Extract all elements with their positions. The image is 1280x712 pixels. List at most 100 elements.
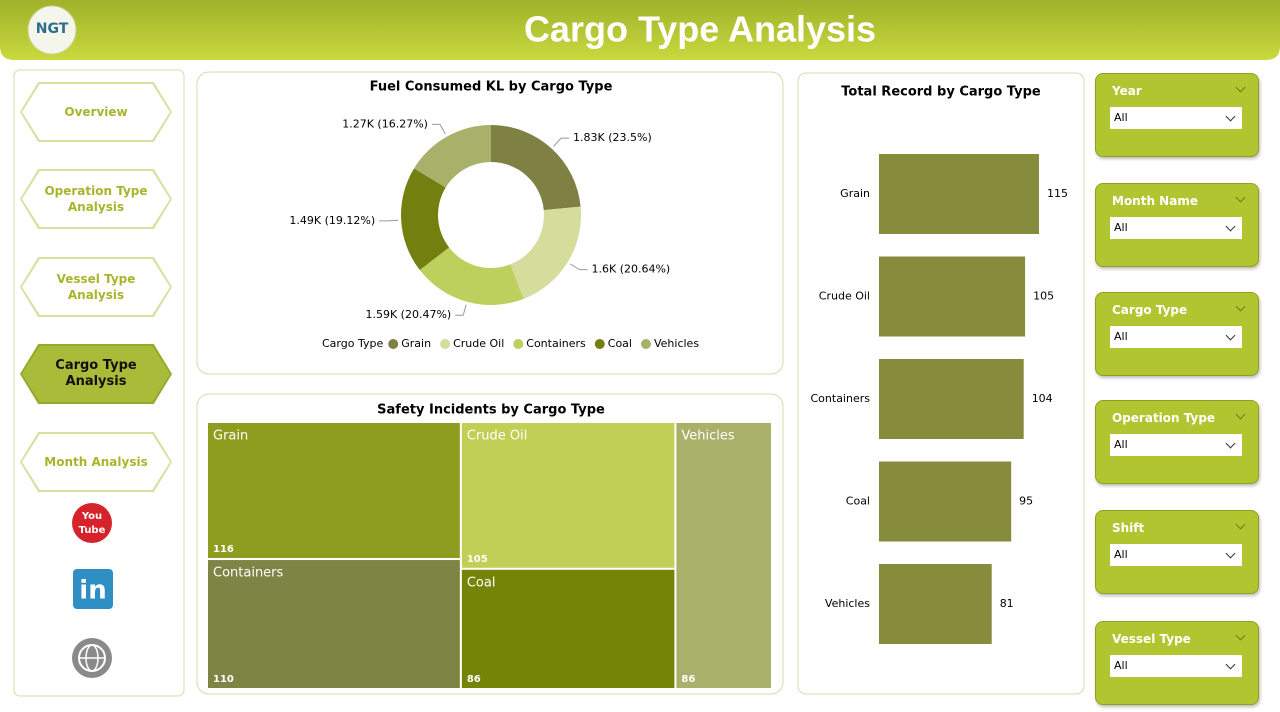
treemap-tile bbox=[461, 569, 675, 688]
treemap-tile bbox=[461, 423, 675, 568]
data-label: 95 bbox=[1019, 495, 1033, 508]
chart-title: Fuel Consumed KL by Cargo Type bbox=[370, 80, 613, 95]
data-label: 105 bbox=[1033, 290, 1054, 303]
slicer-chevron bbox=[1235, 301, 1246, 312]
nav-button[interactable]: Operation Type Analysis bbox=[20, 169, 172, 229]
youtube-icon[interactable] bbox=[72, 503, 112, 543]
slicer-chevron bbox=[1235, 519, 1246, 530]
slicer[interactable]: Month Name All bbox=[1095, 183, 1259, 267]
donut-slice bbox=[510, 206, 581, 299]
leader-line bbox=[431, 123, 446, 135]
donut-slice bbox=[419, 247, 524, 305]
bar bbox=[879, 256, 1026, 337]
bar bbox=[879, 564, 992, 644]
nav-button[interactable]: Month Analysis bbox=[20, 432, 172, 492]
data-label: 81 bbox=[1000, 597, 1014, 610]
dropdown[interactable]: All bbox=[1110, 217, 1242, 239]
data-label: 1.6K (20.64%) bbox=[591, 263, 670, 276]
legend-label: Grain bbox=[401, 337, 431, 350]
slicer[interactable]: Cargo Type All bbox=[1095, 292, 1259, 376]
tile-label: Grain bbox=[213, 429, 248, 444]
slicer-title: Year bbox=[1112, 84, 1142, 98]
header-bar bbox=[0, 0, 1280, 60]
legend-title: Cargo Type bbox=[322, 337, 383, 350]
slicer-chevron bbox=[1235, 409, 1246, 420]
panel bbox=[196, 71, 784, 375]
data-label: 1.49K (19.12%) bbox=[289, 214, 375, 227]
icon-text: You bbox=[81, 511, 102, 522]
page-title: Cargo Type Analysis bbox=[524, 9, 876, 50]
nav-button[interactable]: Vessel Type Analysis bbox=[20, 257, 172, 317]
logo-text: NGT bbox=[36, 21, 69, 37]
y-tick-label: Coal bbox=[846, 495, 870, 508]
chart-title: Total Record by Cargo Type bbox=[841, 85, 1041, 100]
y-tick-label: Grain bbox=[840, 187, 870, 200]
tile-label: Vehicles bbox=[681, 429, 734, 444]
nav-label: Overview bbox=[22, 84, 170, 140]
data-label: 105 bbox=[467, 554, 488, 565]
data-label: 110 bbox=[213, 674, 234, 685]
leader-line bbox=[455, 304, 467, 316]
donut-slice bbox=[491, 125, 581, 211]
leader-line bbox=[553, 137, 570, 147]
linkedin-icon[interactable] bbox=[73, 569, 113, 609]
slicer-title: Month Name bbox=[1112, 194, 1198, 208]
data-label: 104 bbox=[1032, 392, 1053, 405]
tile-label: Crude Oil bbox=[467, 429, 528, 444]
slicer[interactable]: Operation Type All bbox=[1095, 400, 1259, 484]
nav-button[interactable]: Cargo Type Analysis bbox=[20, 344, 172, 404]
donut-slice bbox=[414, 125, 491, 188]
legend-label: Crude Oil bbox=[453, 337, 504, 350]
dropdown[interactable]: All bbox=[1110, 107, 1242, 129]
nav-button[interactable]: Overview bbox=[20, 82, 172, 142]
legend-label: Containers bbox=[526, 337, 586, 350]
leader-line bbox=[379, 219, 399, 222]
leader-line bbox=[569, 263, 588, 271]
dropdown[interactable]: All bbox=[1110, 655, 1242, 677]
slicer-title: Operation Type bbox=[1112, 411, 1216, 425]
legend-swatch bbox=[513, 339, 524, 349]
y-tick-label: Crude Oil bbox=[819, 290, 870, 303]
nav-label: Month Analysis bbox=[22, 434, 170, 490]
data-label: 1.59K (20.47%) bbox=[365, 308, 451, 321]
icon-text: Tube bbox=[79, 525, 106, 536]
data-label: 115 bbox=[1047, 187, 1068, 200]
data-label: 1.27K (16.27%) bbox=[342, 117, 428, 130]
nav-label: Operation Type Analysis bbox=[22, 171, 170, 227]
legend-label: Vehicles bbox=[654, 337, 699, 350]
y-tick-label: Vehicles bbox=[825, 597, 870, 610]
slicer[interactable]: Shift All bbox=[1095, 510, 1259, 594]
bar bbox=[879, 461, 1012, 542]
legend-label: Coal bbox=[608, 337, 632, 350]
slicer[interactable]: Vessel Type All bbox=[1095, 621, 1259, 705]
tile-label: Containers bbox=[213, 566, 284, 581]
tile-label: Coal bbox=[467, 575, 496, 590]
slicer-title: Vessel Type bbox=[1112, 632, 1191, 646]
slicer[interactable]: Year All bbox=[1095, 73, 1259, 157]
chart-title: Safety Incidents by Cargo Type bbox=[377, 403, 605, 418]
treemap-tile bbox=[208, 423, 460, 559]
slicer-chevron bbox=[1235, 82, 1246, 93]
legend-swatch bbox=[594, 339, 605, 349]
dropdown[interactable]: All bbox=[1110, 544, 1242, 566]
dropdown[interactable]: All bbox=[1110, 326, 1242, 348]
logo bbox=[27, 5, 77, 55]
y-tick-label: Containers bbox=[811, 392, 871, 405]
donut-slice bbox=[401, 168, 450, 271]
slicer-title: Cargo Type bbox=[1112, 303, 1188, 317]
treemap-tile bbox=[676, 423, 771, 688]
treemap-tile bbox=[208, 560, 460, 688]
dropdown[interactable]: All bbox=[1110, 434, 1242, 456]
bar bbox=[879, 154, 1039, 234]
icon-text: in bbox=[79, 576, 106, 606]
legend-swatch bbox=[640, 339, 651, 349]
legend-swatch bbox=[440, 339, 451, 349]
data-label: 86 bbox=[681, 674, 695, 685]
legend-swatch bbox=[388, 339, 399, 349]
slicer-chevron bbox=[1235, 192, 1246, 203]
bar bbox=[879, 359, 1024, 439]
data-label: 1.83K (23.5%) bbox=[573, 131, 652, 144]
data-label: 116 bbox=[213, 544, 234, 555]
